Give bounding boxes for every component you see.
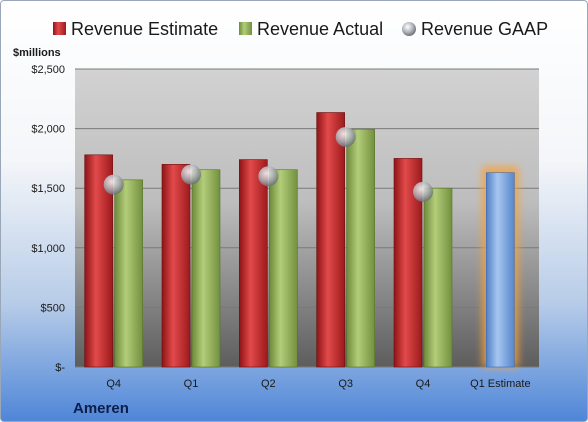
bar-revenue-actual [114,179,143,368]
legend: Revenue Estimate Revenue Actual Revenue GA… [53,19,548,39]
y-tick-label: $2,500 [31,64,65,76]
y-tick-label: $1,000 [31,243,65,255]
bar-revenue-actual [423,187,453,368]
company-name: Ameren [73,400,129,417]
x-tick-label: Q1 [184,378,199,390]
plot-area [75,69,539,367]
point-revenue-gaap [181,164,201,185]
y-tick-label: $2,000 [31,124,65,136]
y-axis-ticks: $- $500 $1,000 $1,500 $2,000 $2,500 [31,64,65,374]
legend-marker-revenue-actual [239,22,252,35]
x-tick-label: Q4 [416,378,431,390]
gaap-points [103,126,433,202]
bar-revenue-actual [191,169,221,368]
y-tick-label: $- [55,362,65,374]
x-tick-label: Q1 Estimate [470,378,531,390]
point-revenue-gaap [413,181,433,202]
legend-label: Revenue GAAP [421,19,548,39]
gridlines [75,68,539,368]
point-revenue-gaap [258,166,279,187]
bar-q1-estimate [486,172,515,368]
legend-label: Revenue Estimate [71,19,218,39]
x-axis-ticks: Q4 Q1 Q2 Q3 Q4 Q1 Estimate [106,378,530,390]
x-tick-label: Q2 [261,378,276,390]
bar-revenue-estimate [316,112,345,368]
point-revenue-gaap [335,126,356,147]
y-tick-label: $1,500 [31,183,65,195]
legend-marker-revenue-gaap [402,22,416,36]
bar-revenue-actual [269,169,298,368]
bar-revenue-estimate [161,164,191,368]
legend-marker-revenue-estimate [53,22,66,35]
bar-revenue-estimate [239,159,268,368]
y-axis-unit-label: $millions [13,47,61,59]
bars [84,112,519,368]
point-revenue-gaap [103,174,124,195]
y-tick-label: $500 [41,302,65,314]
legend-label: Revenue Actual [257,19,383,39]
x-tick-label: Q3 [338,378,353,390]
bar-revenue-actual [346,128,375,368]
x-tick-label: Q4 [106,378,121,390]
